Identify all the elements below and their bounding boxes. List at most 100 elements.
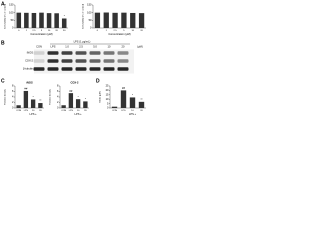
- x-tick-label: CON: [112, 110, 117, 112]
- y-axis-label: Cell viability (% of control): [4, 4, 7, 29]
- bar: [16, 105, 21, 108]
- x-axis-label: Concentration (μM): [30, 32, 52, 36]
- x-tick-label: 10: [132, 30, 135, 32]
- bar: [61, 18, 67, 28]
- significance-marker: ##: [69, 89, 72, 93]
- group-label: LPS +: [129, 112, 137, 116]
- y-tick-label: 8: [12, 84, 14, 88]
- y-tick-label: 150: [9, 3, 14, 7]
- significance-marker: *: [78, 95, 79, 99]
- bar: [16, 12, 22, 28]
- x-tick-label: 5: [123, 30, 125, 32]
- bar: [23, 90, 29, 108]
- bar: [138, 13, 145, 28]
- bar: [121, 12, 127, 28]
- bar: [46, 13, 52, 28]
- blot-band: [103, 59, 115, 63]
- y-tick-label: 0: [107, 106, 109, 110]
- x-tick-label: 50: [63, 30, 66, 32]
- y-axis-label: Cell viability (% of control): [82, 4, 85, 29]
- x-tick-label: 0: [18, 30, 20, 32]
- bar: [83, 101, 88, 108]
- significance-marker: **: [140, 98, 142, 102]
- blot-band: [61, 59, 73, 63]
- blot-column: 5.0: [93, 45, 97, 49]
- x-axis-label: Concentration (μM): [108, 32, 130, 36]
- blot-band: [117, 51, 129, 55]
- blot-band: [103, 67, 115, 71]
- x-tick-label: 20: [140, 110, 143, 112]
- blot-band: [47, 51, 59, 55]
- x-tick-label: 10: [131, 110, 134, 112]
- x-tick-label: 2.5: [114, 30, 118, 32]
- blot-band: [61, 67, 73, 71]
- x-tick-label: LPS: [69, 110, 74, 112]
- blot-band: [33, 67, 45, 71]
- panel-label: D: [96, 78, 100, 84]
- blot-column: 10: [108, 45, 111, 49]
- x-tick-label: CON: [61, 110, 66, 112]
- figure: A B C D LPS (1 μg/mL)CON LPS 1.0 2.5 5.0 10 20…: [1, 1, 146, 116]
- y-tick-label: 100: [9, 10, 14, 14]
- y-tick-label: 0: [57, 106, 59, 110]
- bar: [129, 97, 136, 108]
- significance-marker: ##: [24, 87, 27, 91]
- x-tick-label: LPS: [24, 110, 29, 112]
- bar: [94, 12, 101, 28]
- x-tick-label: 10: [32, 110, 35, 112]
- bar: [138, 101, 145, 108]
- x-tick-label: 20: [140, 30, 143, 32]
- x-tick-label: 1: [26, 30, 28, 32]
- x-tick-label: 20: [55, 30, 58, 32]
- bar: [111, 106, 118, 108]
- blot-band: [75, 59, 87, 63]
- y-axis-label: Relative density: [4, 88, 7, 104]
- y-tick-label: 100: [87, 10, 92, 14]
- blot-band: [89, 51, 101, 55]
- blot-band: [33, 51, 45, 55]
- blot-band: [89, 59, 101, 63]
- y-tick-label: 4: [57, 95, 59, 99]
- blot-band: [103, 51, 115, 55]
- bar: [120, 90, 127, 108]
- y-tick-label: 15: [106, 92, 109, 96]
- y-tick-label: 0: [12, 26, 14, 30]
- bar: [68, 93, 74, 108]
- x-tick-label: CON: [16, 110, 21, 112]
- blot-unit: (μM): [137, 45, 143, 49]
- significance-marker: ##: [122, 86, 125, 90]
- x-tick-label: 10: [77, 110, 80, 112]
- chart-title: COX-2: [71, 81, 79, 85]
- y-tick-label: 2: [12, 100, 14, 104]
- x-tick-label: 1: [106, 30, 108, 32]
- x-tick-label: LPS: [121, 110, 126, 112]
- y-axis-label: Nitrite (μM): [99, 91, 102, 102]
- significance-marker: *: [64, 14, 65, 18]
- blot-row-label: iNOS: [27, 51, 33, 55]
- bar: [54, 13, 59, 28]
- significance-marker: *: [85, 97, 86, 101]
- x-tick-label: 2.5: [32, 30, 36, 32]
- y-tick-label: 50: [89, 18, 92, 22]
- panel-label: B: [1, 40, 5, 46]
- bar: [38, 103, 43, 108]
- y-tick-label: 6: [57, 89, 59, 93]
- panel-label: A: [1, 1, 5, 7]
- y-tick-label: 25: [106, 84, 109, 88]
- bar: [24, 12, 29, 28]
- bar: [39, 12, 44, 28]
- panel-label: C: [1, 78, 5, 84]
- x-tick-label: 5: [41, 30, 43, 32]
- blot-band: [47, 59, 59, 63]
- bar: [30, 99, 36, 108]
- significance-marker: *: [132, 93, 133, 97]
- bar: [130, 12, 136, 28]
- significance-marker: *: [33, 95, 34, 99]
- y-tick-label: 10: [106, 97, 109, 101]
- blot-band: [75, 51, 87, 55]
- blot-row-label: β-tubulin: [23, 67, 34, 71]
- blot-band: [61, 51, 73, 55]
- y-tick-label: 150: [87, 3, 92, 7]
- y-tick-label: 5: [107, 101, 109, 105]
- chart-title: iNOS: [26, 81, 33, 85]
